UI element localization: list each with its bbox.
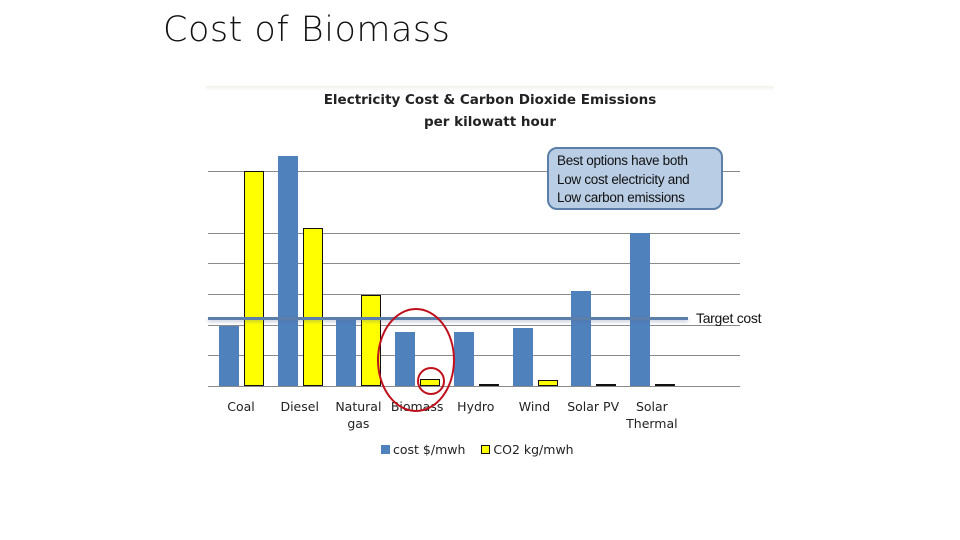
gridline [208, 294, 740, 295]
bar-co2-biomass [420, 379, 441, 386]
target-cost-label: Target cost [696, 310, 762, 326]
callout-line-3: Low carbon emissions [557, 190, 685, 205]
chart-title-line-1: Electricity Cost & Carbon Dioxide Emissi… [323, 92, 657, 108]
bar-co2-solar-pv [596, 384, 617, 386]
bar-cost-natural-gas [336, 318, 357, 386]
x-label-natural-gas: Natural gas [335, 399, 382, 431]
legend: cost $/mwh CO2 kg/mwh [381, 442, 586, 457]
x-label-coal: Coal [227, 399, 255, 414]
x-label-hydro: Hydro [457, 399, 495, 414]
callout-box: Best options have both Low cost electric… [547, 147, 723, 210]
legend-label-cost: cost $/mwh [393, 442, 466, 457]
x-label-wind: Wind [518, 399, 551, 414]
chart-title-line-2: per kilowatt hour [423, 114, 557, 130]
bar-cost-hydro [453, 332, 474, 386]
gridline [208, 263, 740, 264]
legend-label-co2: CO2 kg/mwh [493, 442, 574, 457]
callout-line-2: Low cost electricity and [557, 171, 690, 187]
legend-item-co2: CO2 kg/mwh [481, 442, 574, 457]
gridline [208, 386, 740, 387]
chart-top-border [206, 86, 774, 91]
legend-swatch-cost [381, 445, 390, 454]
bar-cost-coal [219, 326, 239, 386]
gridline [208, 171, 740, 172]
target-cost-line [208, 317, 688, 320]
slide-title: Cost of Biomass [163, 10, 451, 50]
bar-co2-solar-thermal [654, 384, 675, 386]
bar-co2-diesel [302, 227, 323, 386]
bar-cost-wind [512, 327, 533, 386]
x-label-solar-pv: Solar PV [567, 399, 620, 414]
callout-line-1: Best options have both [557, 153, 688, 168]
bar-co2-coal [244, 171, 264, 386]
bar-co2-hydro [478, 384, 499, 386]
gridline [208, 355, 740, 356]
x-label-diesel: Diesel [280, 399, 319, 414]
bar-cost-solar-thermal [629, 232, 650, 386]
bar-cost-solar-pv [571, 290, 592, 386]
bar-co2-wind [537, 379, 558, 386]
bar-co2-natural-gas [361, 295, 382, 386]
x-label-solar-thermal: Solar Thermal [626, 399, 678, 431]
bar-cost-diesel [277, 155, 298, 386]
gridline [208, 325, 740, 326]
gridline [208, 233, 740, 234]
chart-title: Electricity Cost & Carbon Dioxide Emissi… [206, 89, 774, 133]
bar-cost-biomass [395, 332, 416, 386]
legend-swatch-co2 [481, 445, 491, 454]
legend-item-cost: cost $/mwh [381, 442, 465, 457]
